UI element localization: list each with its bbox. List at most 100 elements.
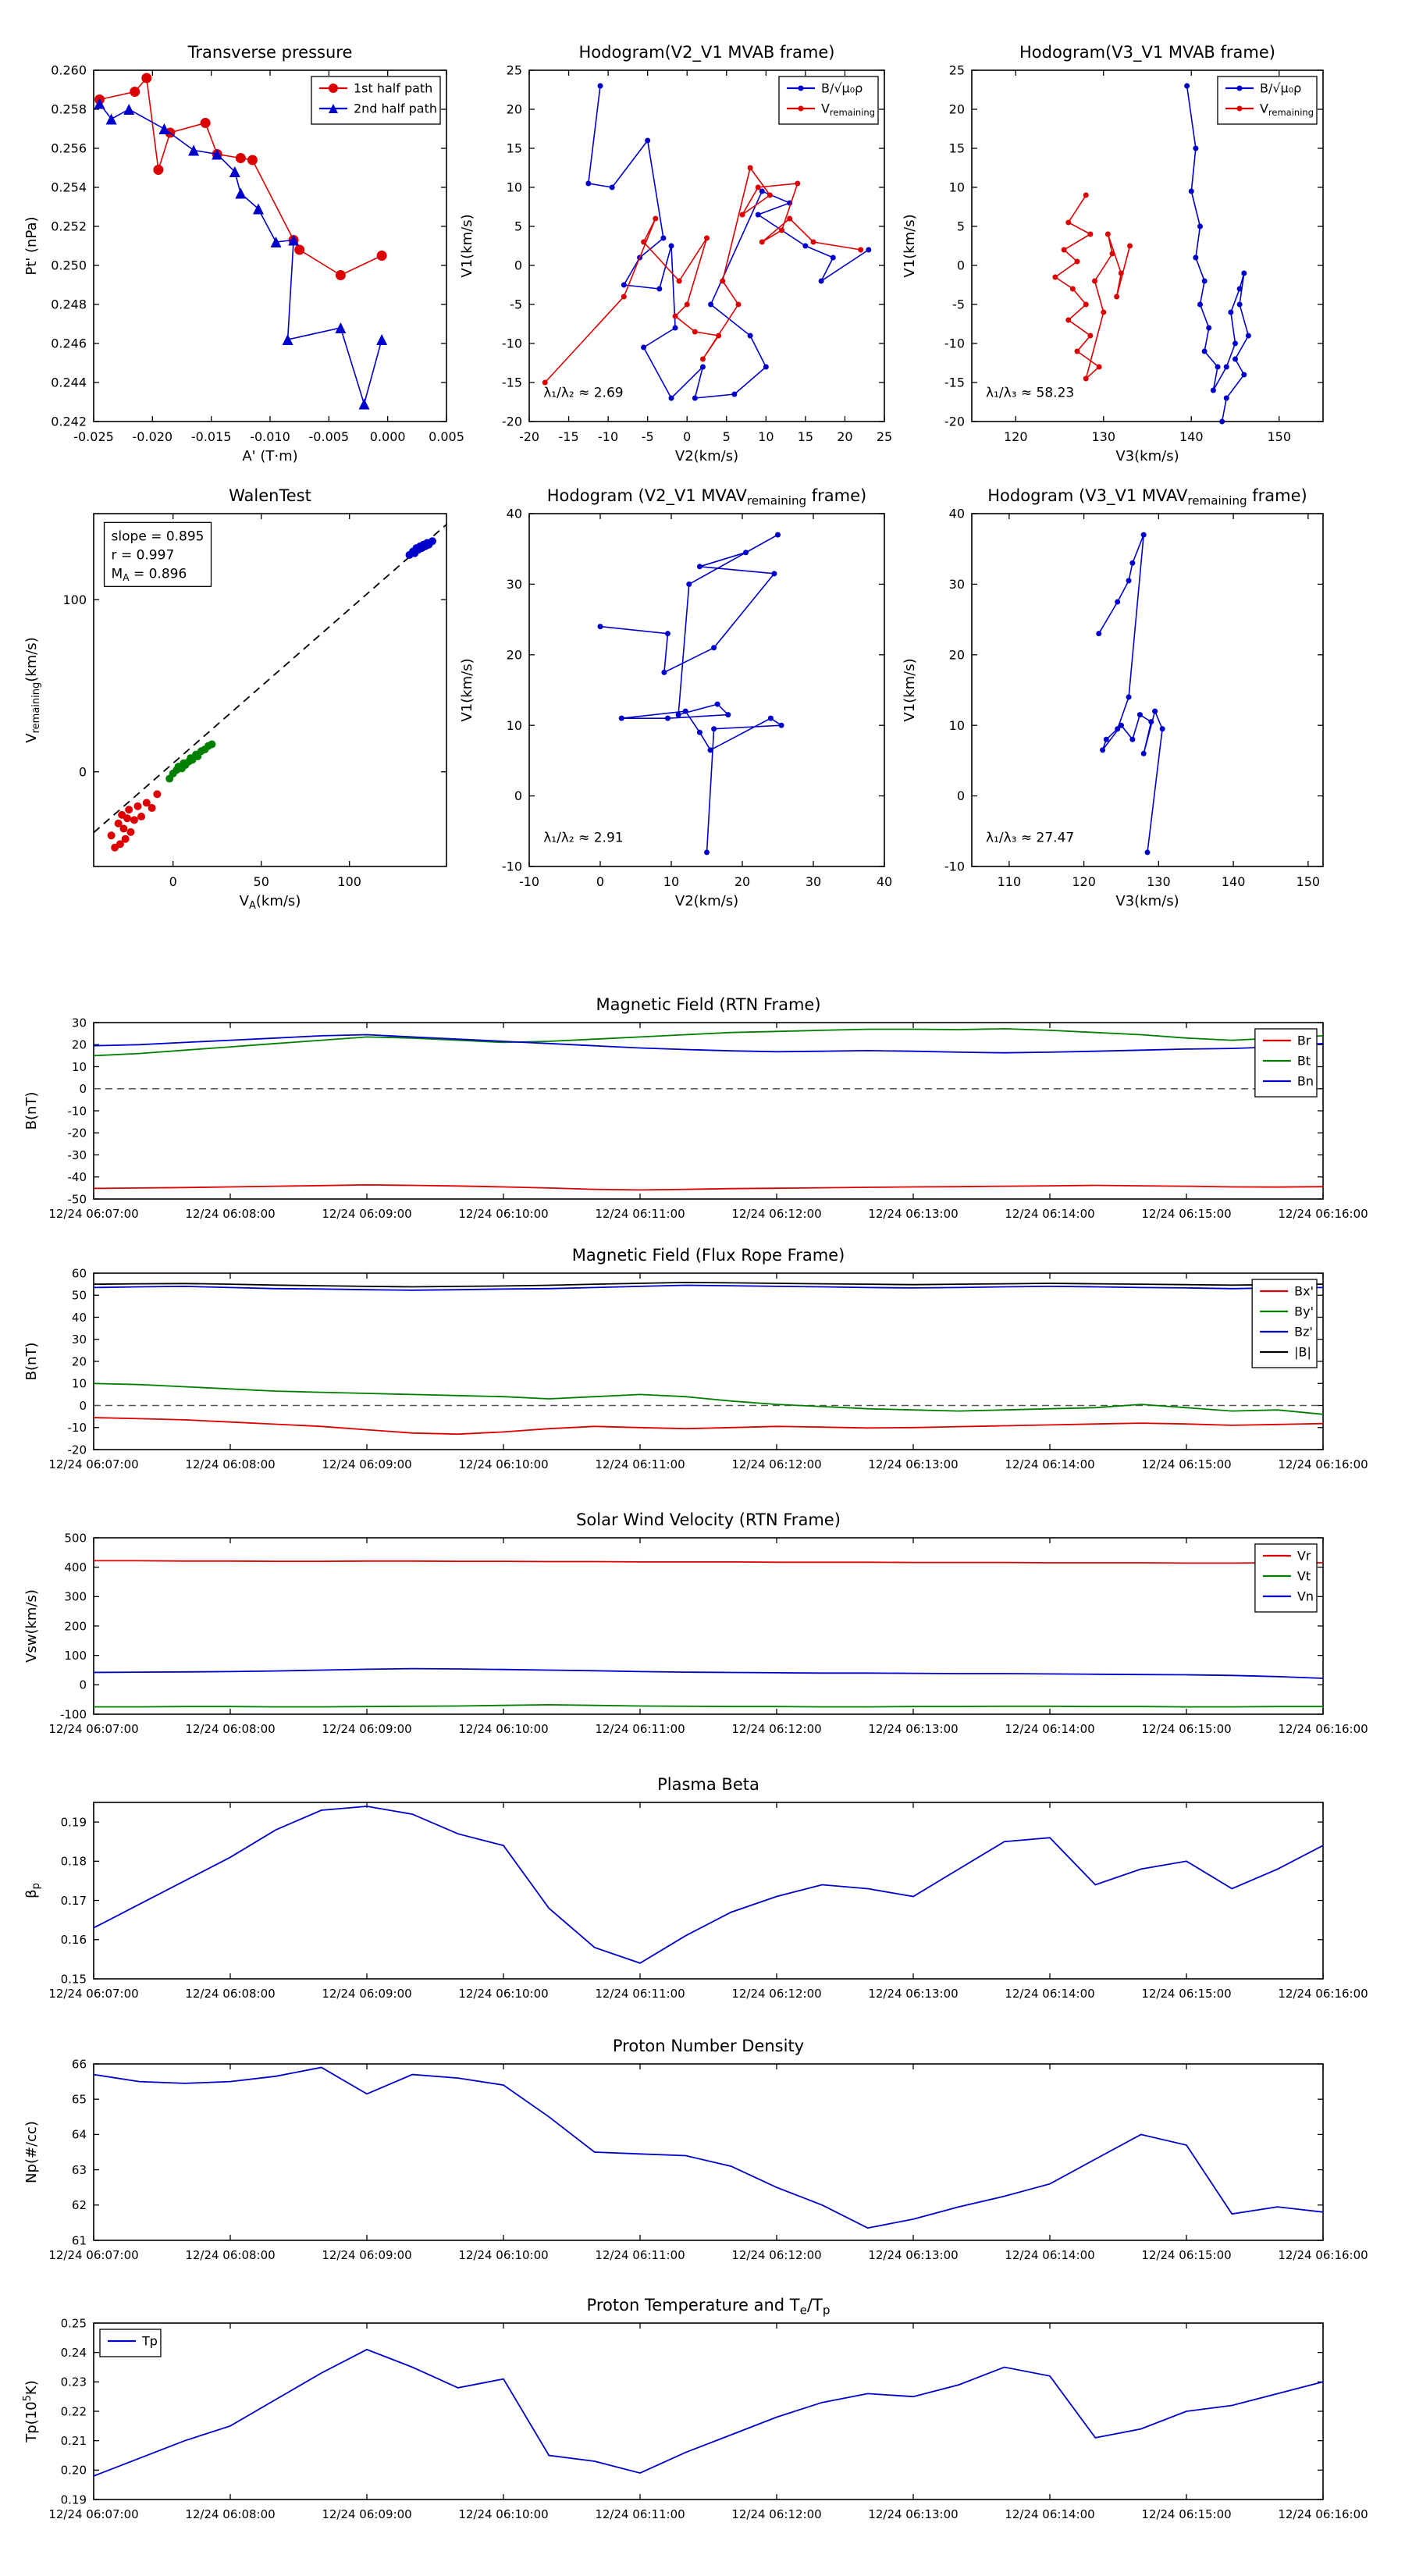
magnetic-field-flux-rope: 12/24 06:07:00 12/24 06:08:00 12/24 06:09:… bbox=[23, 1246, 1368, 1471]
series-2 bbox=[93, 1034, 1324, 1054]
marker bbox=[328, 104, 338, 113]
y-tick-label: 20 bbox=[72, 1354, 87, 1368]
series-2 bbox=[93, 1284, 1324, 1291]
series-line bbox=[1054, 194, 1131, 381]
y-tick-label: 0.260 bbox=[51, 63, 87, 78]
x-tick-label: 140 bbox=[1222, 874, 1246, 889]
marker bbox=[866, 247, 872, 253]
marker bbox=[1052, 274, 1058, 280]
series-line bbox=[93, 524, 447, 834]
x-tick-label: 12/24 06:09:00 bbox=[322, 1987, 411, 2001]
y-axis-label: V1(km/s) bbox=[459, 658, 475, 721]
y-tick-label: 10 bbox=[507, 180, 522, 195]
series-0 bbox=[94, 1560, 1323, 1564]
x-tick-label: 12/24 06:15:00 bbox=[1141, 1457, 1231, 1471]
y-axis-label: βp bbox=[23, 1883, 42, 1898]
x-tick-label: 12/24 06:12:00 bbox=[731, 2248, 821, 2262]
marker bbox=[1065, 219, 1072, 226]
marker bbox=[609, 184, 615, 190]
marker bbox=[759, 239, 765, 245]
y-tick-label: 0.15 bbox=[61, 1972, 87, 1986]
x-tick-label: 12/24 06:14:00 bbox=[1005, 2248, 1094, 2262]
marker bbox=[672, 325, 678, 331]
marker bbox=[1140, 532, 1147, 538]
x-tick-label: 120 bbox=[1004, 429, 1028, 444]
y-tick-label: -40 bbox=[68, 1170, 87, 1184]
x-tick-label: 0 bbox=[169, 874, 177, 889]
marker bbox=[1087, 231, 1094, 237]
legend-label: By' bbox=[1294, 1304, 1314, 1319]
x-ticks: -10 0 10 20 30 40 bbox=[519, 514, 892, 889]
y-tick-label: -30 bbox=[68, 1148, 87, 1162]
marker bbox=[1236, 301, 1243, 308]
marker bbox=[597, 624, 603, 630]
y-tick-label: -10 bbox=[68, 1104, 87, 1118]
y-tick-label: 0.252 bbox=[51, 219, 87, 234]
marker bbox=[767, 192, 773, 198]
annotation-text: r = 0.997 bbox=[112, 547, 175, 563]
marker bbox=[725, 712, 731, 718]
x-tick-label: -0.025 bbox=[73, 429, 114, 444]
y-axis-label: Vsw(km/s) bbox=[23, 1589, 40, 1663]
x-tick-label: 15 bbox=[798, 429, 813, 444]
marker bbox=[1104, 231, 1111, 237]
y-tick-label: 0 bbox=[514, 258, 522, 273]
marker bbox=[1197, 301, 1203, 308]
y-tick-label: 15 bbox=[949, 141, 965, 156]
series-line bbox=[93, 1027, 1324, 1057]
x-tick-label: 20 bbox=[735, 874, 750, 889]
marker bbox=[696, 729, 702, 735]
marker bbox=[1201, 348, 1208, 354]
series-0 bbox=[597, 532, 784, 856]
series-2 bbox=[165, 740, 216, 783]
x-tick-label: 12/24 06:14:00 bbox=[1005, 1722, 1094, 1736]
y-tick-label: -100 bbox=[60, 1707, 87, 1721]
marker bbox=[1100, 747, 1106, 753]
marker bbox=[212, 148, 223, 160]
x-tick-label: 12/24 06:11:00 bbox=[595, 1457, 685, 1471]
x-tick-label: -5 bbox=[642, 429, 654, 444]
x-ticks: 110 120 130 140 150 bbox=[998, 514, 1320, 889]
marker bbox=[123, 814, 131, 823]
marker bbox=[542, 379, 548, 386]
chart-title: Magnetic Field (Flux Rope Frame) bbox=[572, 1246, 845, 1265]
marker bbox=[1236, 85, 1243, 91]
x-tick-label: 12/24 06:08:00 bbox=[185, 1207, 275, 1221]
x-tick-label: -10 bbox=[519, 874, 539, 889]
x-tick-label: 12/24 06:16:00 bbox=[1278, 1457, 1368, 1471]
marker bbox=[653, 215, 659, 222]
marker bbox=[664, 631, 670, 637]
chart-title: Proton Number Density bbox=[613, 2037, 804, 2055]
x-tick-label: 12/24 06:16:00 bbox=[1278, 2507, 1368, 2521]
annotation-text: λ₁/λ₂ ≈ 2.91 bbox=[543, 830, 623, 845]
series-line bbox=[93, 1806, 1324, 1964]
marker bbox=[148, 804, 156, 813]
x-tick-label: 12/24 06:14:00 bbox=[1005, 1987, 1094, 2001]
y-ticks: 61 62 63 64 65 66 bbox=[72, 2057, 1323, 2247]
marker bbox=[692, 395, 698, 401]
marker bbox=[123, 104, 135, 115]
y-tick-label: 0.18 bbox=[61, 1855, 87, 1869]
series-1 bbox=[93, 1027, 1324, 1057]
marker bbox=[779, 227, 785, 233]
y-axis-label: Vremaining(km/s) bbox=[23, 637, 42, 742]
x-tick-label: 12/24 06:15:00 bbox=[1141, 2507, 1231, 2521]
chart-title: Plasma Beta bbox=[657, 1775, 759, 1794]
series-line bbox=[93, 1382, 1324, 1415]
x-tick-label: 12/24 06:13:00 bbox=[868, 2248, 958, 2262]
marker bbox=[641, 239, 647, 245]
marker bbox=[1129, 560, 1136, 566]
series-line bbox=[93, 1034, 1324, 1054]
y-tick-label: 0 bbox=[79, 1082, 87, 1096]
marker bbox=[1115, 726, 1121, 732]
x-tick-label: -0.005 bbox=[309, 429, 350, 444]
marker bbox=[1096, 364, 1102, 370]
y-tick-label: -10 bbox=[502, 859, 522, 874]
marker bbox=[141, 73, 152, 84]
x-tick-label: 0 bbox=[596, 874, 604, 889]
series-0 bbox=[93, 524, 447, 834]
marker bbox=[137, 813, 146, 821]
y-ticks: -10 0 10 20 30 40 bbox=[944, 507, 1323, 874]
legend-label: |B| bbox=[1294, 1345, 1311, 1360]
plot-border bbox=[971, 513, 1324, 867]
